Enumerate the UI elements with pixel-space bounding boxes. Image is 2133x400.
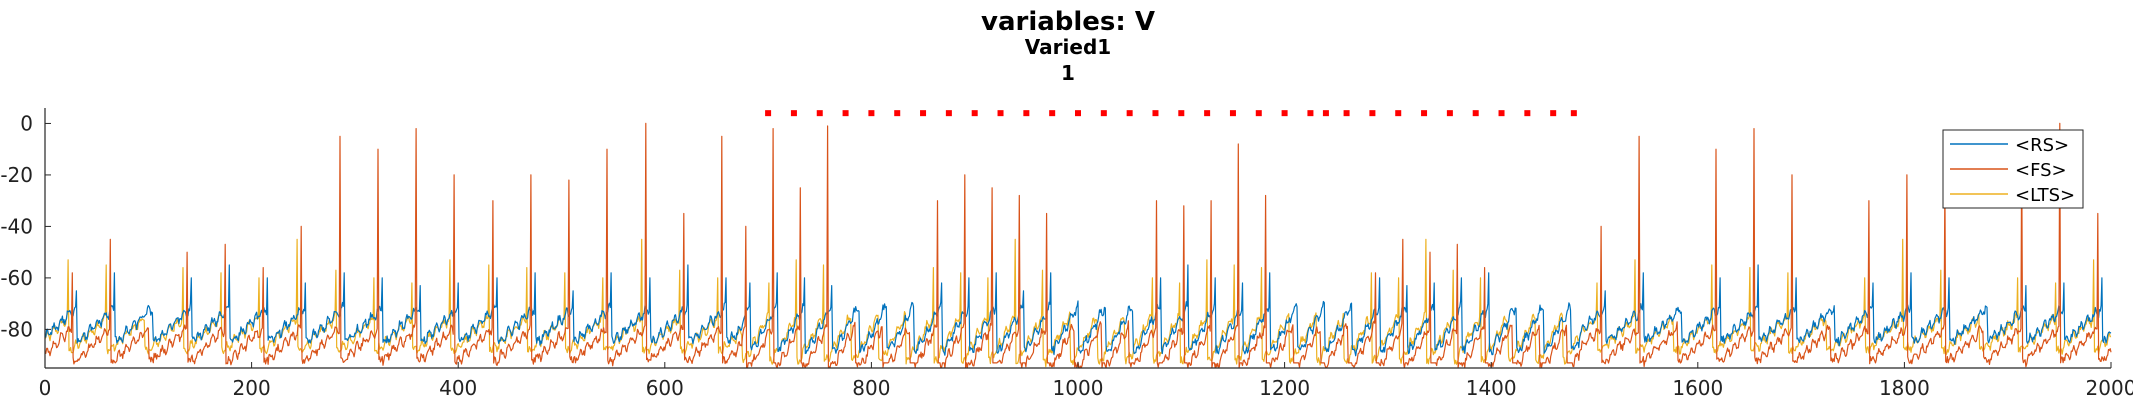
x-tick-label: 1400: [1466, 376, 1517, 400]
stim-marker: [1152, 110, 1159, 117]
stim-marker: [1100, 110, 1107, 117]
stim-marker: [945, 110, 952, 117]
stim-marker-layer: [765, 110, 1577, 117]
stim-marker: [1550, 110, 1557, 117]
x-tick-label: 2000: [2086, 376, 2133, 400]
y-tick-label: -40: [0, 214, 33, 238]
x-tick-label: 400: [439, 376, 477, 400]
x-tick-label: 600: [646, 376, 684, 400]
stim-marker: [1421, 110, 1428, 117]
x-tick-label: 800: [852, 376, 890, 400]
stim-marker: [1229, 110, 1236, 117]
stim-marker: [997, 110, 1004, 117]
stim-marker: [1524, 110, 1531, 117]
x-tick-label: 1200: [1259, 376, 1310, 400]
stim-marker: [1255, 110, 1262, 117]
y-tick-label: -60: [0, 266, 33, 290]
y-tick-label: -80: [0, 317, 33, 341]
stim-marker: [1281, 110, 1288, 117]
chart-subtitle-line-2: 1: [1061, 61, 1075, 85]
legend-label-lts: <LTS>: [2015, 185, 2075, 206]
stim-marker: [868, 110, 875, 117]
stim-marker: [842, 110, 849, 117]
stim-marker: [1178, 110, 1185, 117]
stim-marker: [1369, 110, 1376, 117]
chart-title: variables: V: [981, 7, 1155, 37]
stim-marker: [1322, 110, 1329, 117]
chart-subtitle-line-1: Varied1: [1025, 35, 1111, 59]
stim-marker: [1570, 110, 1577, 117]
stim-marker: [1395, 110, 1402, 117]
y-tick-label: 0: [20, 111, 33, 135]
stim-marker: [1075, 110, 1081, 117]
x-tick-label: 200: [233, 376, 271, 400]
series-line-rs: [44, 264, 2112, 357]
stim-marker: [765, 110, 772, 117]
stim-marker: [816, 110, 823, 117]
legend: <RS> <FS> <LTS>: [1942, 129, 2084, 209]
y-ticks: 0 -20 -40 -60 -80: [0, 111, 51, 341]
stim-marker: [894, 110, 901, 117]
stim-marker: [1204, 110, 1211, 117]
stim-marker: [1126, 110, 1133, 117]
legend-label-rs: <RS>: [2015, 135, 2069, 156]
stim-marker: [1307, 110, 1314, 117]
series-layer: [44, 122, 2112, 369]
stim-marker: [1472, 110, 1479, 117]
stim-marker: [1023, 110, 1030, 117]
y-tick-label: -20: [0, 163, 33, 187]
x-tick-label: 1600: [1672, 376, 1723, 400]
x-tick-label: 0: [39, 376, 52, 400]
x-tick-label: 1800: [1879, 376, 1930, 400]
stim-marker: [1343, 110, 1350, 117]
x-tick-label: 1000: [1053, 376, 1104, 400]
stim-marker: [790, 110, 797, 117]
stim-marker: [920, 110, 927, 117]
stim-marker: [971, 110, 978, 117]
stim-marker: [1049, 110, 1056, 117]
legend-label-fs: <FS>: [2015, 160, 2067, 181]
stim-marker: [1446, 110, 1453, 117]
x-ticks: 0 200 400 600 800 1000 1200 1400 1600 1800 2000: [39, 362, 2133, 400]
stim-marker: [1498, 110, 1505, 117]
